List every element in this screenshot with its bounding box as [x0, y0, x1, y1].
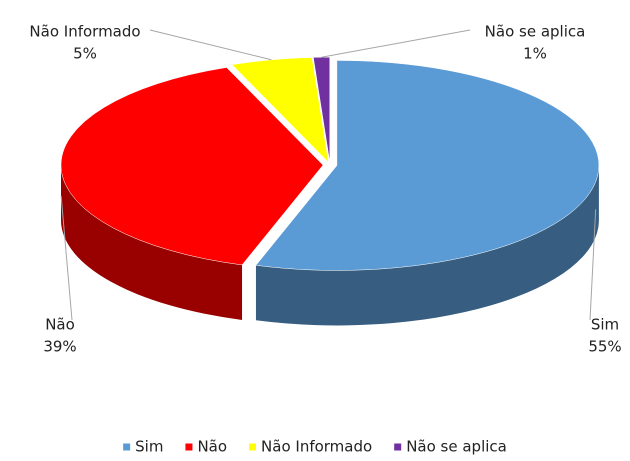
data-label-name: Sim	[591, 316, 619, 334]
data-label: 1%	[523, 45, 547, 63]
slice-side	[61, 165, 243, 320]
slice	[255, 60, 600, 271]
legend-label: Não se aplica	[406, 438, 507, 456]
leader-line	[149, 29, 272, 61]
data-label: 5%	[73, 45, 97, 63]
leader-line	[60, 195, 73, 321]
legend-swatch	[394, 443, 402, 451]
data-label: 55%	[588, 338, 621, 356]
legend-label: Não Informado	[261, 438, 372, 456]
legend-swatch	[185, 443, 193, 451]
leader-line	[589, 209, 597, 321]
slice	[231, 57, 329, 163]
legend-swatch	[123, 443, 131, 451]
legend-label: Não	[197, 438, 227, 456]
slice	[313, 56, 331, 163]
slice-side	[255, 165, 599, 326]
data-label-name: Não se aplica	[485, 23, 586, 41]
slice	[60, 67, 324, 266]
data-label-name: Não Informado	[29, 23, 140, 41]
legend-swatch	[249, 443, 257, 451]
data-label: 39%	[43, 338, 76, 356]
leader-line	[321, 29, 471, 58]
legend-label: Sim	[135, 438, 163, 456]
data-label-name: Não	[45, 316, 75, 334]
